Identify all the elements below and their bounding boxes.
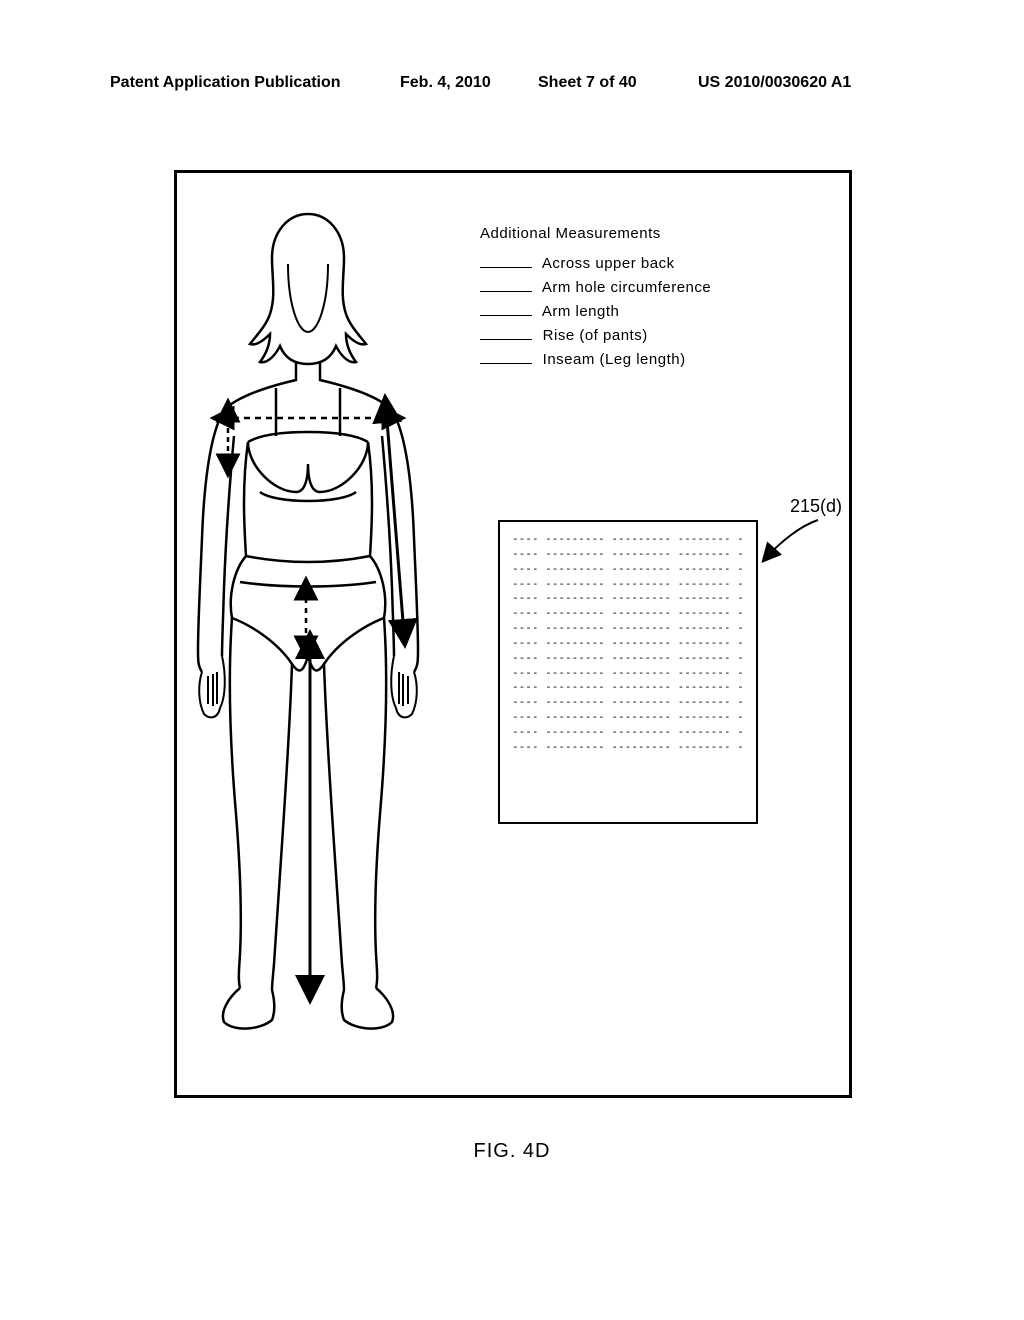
- measurement-label: Across upper back: [542, 255, 675, 272]
- instruction-line: ---- --------- --------- -------- ----- …: [512, 562, 744, 577]
- instruction-line: ---- --------- --------- -------- ----- …: [512, 740, 744, 755]
- instruction-line: ---- --------- --------- -------- ----- …: [512, 695, 744, 710]
- callout-arrow-svg: [740, 514, 860, 584]
- sheet-number: Sheet 7 of 40: [538, 74, 637, 92]
- right-arm: [382, 410, 418, 672]
- blank-line: [480, 363, 532, 364]
- instruction-line: ---- --------- --------- -------- ----- …: [512, 621, 744, 636]
- body-figure-svg: [180, 204, 460, 1044]
- torso: [244, 442, 372, 556]
- face-outline: [288, 264, 328, 332]
- publication-number: US 2010/0030620 A1: [698, 74, 851, 92]
- publication-type: Patent Application Publication: [110, 74, 341, 92]
- instruction-line: ---- --------- --------- -------- ----- …: [512, 725, 744, 740]
- measurement-label: Arm length: [542, 303, 620, 320]
- instruction-line: ---- --------- --------- -------- ----- …: [512, 666, 744, 681]
- figure-label: FIG. 4D: [0, 1140, 1024, 1163]
- patent-page: Patent Application Publication Feb. 4, 2…: [0, 0, 1024, 1320]
- measurement-label: Rise (of pants): [543, 327, 648, 344]
- instruction-line: ---- --------- --------- -------- ----- …: [512, 577, 744, 592]
- instruction-line: ---- --------- --------- -------- ----- …: [512, 591, 744, 606]
- instruction-line: ---- --------- --------- -------- ----- …: [512, 651, 744, 666]
- right-foot: [342, 988, 393, 1029]
- left-leg: [230, 618, 292, 990]
- publication-date: Feb. 4, 2010: [400, 74, 491, 92]
- left-hand: [199, 656, 225, 717]
- blank-line: [480, 315, 532, 316]
- blank-line: [480, 267, 532, 268]
- instruction-line: ---- --------- --------- -------- ----- …: [512, 680, 744, 695]
- instruction-line: ---- --------- --------- -------- ----- …: [512, 547, 744, 562]
- measurements-title: Additional Measurements: [480, 222, 800, 246]
- measurement-label: Arm hole circumference: [542, 279, 711, 296]
- blank-line: [480, 291, 532, 292]
- instruction-line: ---- --------- --------- -------- ----- …: [512, 710, 744, 725]
- measurement-row: Arm hole circumference: [480, 276, 800, 300]
- head-outline: [250, 214, 366, 364]
- instruction-line: ---- --------- --------- -------- ----- …: [512, 636, 744, 651]
- measurement-label: Inseam (Leg length): [543, 351, 686, 368]
- neck-shoulders: [224, 362, 392, 410]
- right-hand: [391, 656, 417, 717]
- instruction-box: ---- --------- --------- -------- ----- …: [498, 520, 758, 824]
- left-foot: [223, 988, 274, 1029]
- blank-line: [480, 339, 532, 340]
- right-leg: [324, 618, 386, 990]
- measurements-block: Additional Measurements Across upper bac…: [480, 222, 800, 372]
- instruction-line: ---- --------- --------- -------- ----- …: [512, 532, 744, 547]
- measurement-row: Rise (of pants): [480, 324, 800, 348]
- panty: [231, 556, 385, 670]
- measurement-row: Arm length: [480, 300, 800, 324]
- measurement-row: Inseam (Leg length): [480, 348, 800, 372]
- instruction-line: ---- --------- --------- -------- ----- …: [512, 606, 744, 621]
- measurement-row: Across upper back: [480, 252, 800, 276]
- bra: [248, 388, 368, 501]
